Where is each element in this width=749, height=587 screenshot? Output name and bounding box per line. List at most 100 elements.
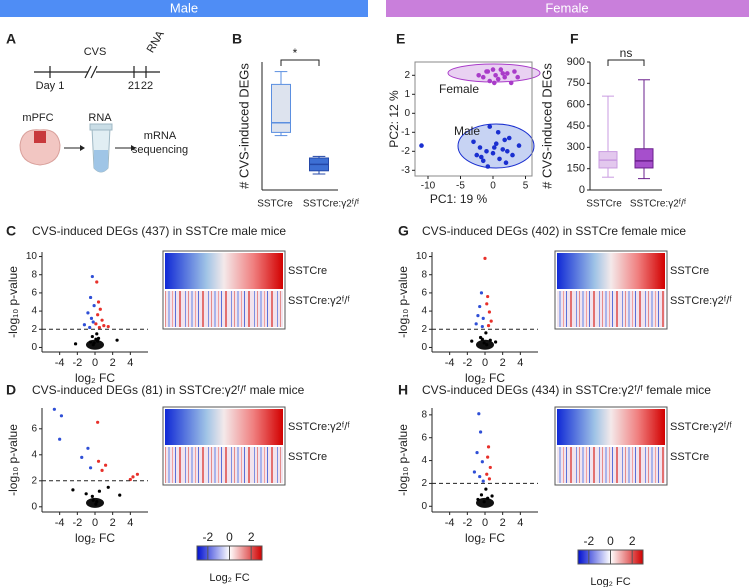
point	[476, 73, 482, 78]
point	[135, 472, 139, 476]
point	[86, 446, 90, 450]
colorbar-tick-label: -2	[202, 530, 213, 544]
point	[503, 160, 509, 165]
point	[474, 152, 480, 158]
y-tick-label: 6	[421, 288, 427, 299]
point	[480, 460, 484, 464]
x-tick-label: -4	[445, 517, 455, 529]
point	[480, 337, 484, 341]
point	[487, 78, 493, 84]
panel-letter: E	[396, 31, 405, 47]
heatmap-row	[165, 409, 283, 445]
heatmap-row-label: SSTCre	[288, 451, 327, 463]
y-tick-label: 0	[421, 342, 427, 353]
point	[88, 325, 92, 330]
x-tick-label: -2	[462, 357, 472, 369]
point	[512, 69, 517, 74]
y-tick-label: 6	[421, 432, 427, 443]
y-tick-label: 0	[31, 342, 37, 353]
x-tick-label: SSTCre	[586, 199, 622, 210]
x-tick-label: -10	[421, 181, 436, 192]
y-tick-label: 450	[567, 120, 585, 132]
arrow-head	[131, 145, 136, 151]
point	[485, 302, 489, 306]
point	[484, 487, 488, 491]
y-axis-label: # CVS-induced DEGs	[539, 63, 554, 189]
significance-bracket	[280, 59, 320, 66]
point	[96, 300, 101, 304]
colorbar-tick-label: 2	[629, 534, 636, 548]
point	[95, 500, 99, 504]
point	[492, 145, 497, 150]
x-tick-label: 2	[500, 357, 506, 369]
x-tick-label: 4	[517, 357, 523, 369]
point	[515, 74, 520, 80]
point	[482, 500, 486, 504]
box	[634, 148, 654, 169]
timeline-label: CVS	[84, 46, 107, 58]
point	[481, 479, 485, 483]
colorbar-tick-label: -2	[583, 534, 594, 548]
point	[502, 74, 508, 80]
point	[485, 343, 489, 347]
x-tick-label: SSTCre	[257, 199, 293, 210]
point	[90, 494, 94, 498]
colorbar-tick-label: 0	[226, 530, 233, 544]
box	[271, 83, 291, 133]
y-tick-label: 0	[579, 184, 585, 196]
point	[88, 466, 93, 470]
colorbar-title: Log₂ FC	[209, 572, 249, 584]
point	[486, 324, 491, 328]
point	[488, 465, 492, 470]
plot-frame	[414, 61, 533, 177]
chart-title: CVS-induced DEGs (437) in SSTCre male mi…	[32, 224, 286, 238]
panel-letter: B	[232, 31, 242, 47]
y-axis-label: -log₁₀ p-value	[396, 424, 410, 496]
y-tick-label: 2	[404, 70, 410, 81]
point	[479, 154, 484, 160]
y-axis-label: PC2: 12 %	[387, 90, 401, 148]
point	[95, 280, 99, 284]
heatmap-row	[557, 291, 665, 327]
y-tick-label: 4	[421, 455, 427, 466]
point	[484, 331, 488, 335]
y-axis-label: -log₁₀ p-value	[6, 424, 20, 496]
colorbar-title: Log₂ FC	[590, 576, 630, 587]
point	[487, 310, 492, 314]
brain-icon	[19, 129, 61, 166]
x-axis-label: log₂ FC	[465, 371, 505, 385]
point	[84, 492, 88, 496]
point	[58, 437, 62, 441]
x-tick-label: -2	[72, 357, 82, 369]
point	[490, 494, 494, 498]
point	[118, 493, 122, 497]
heatmap-row-label: SSTCre:γ2ᶠ/ᶠ	[670, 295, 732, 307]
step-label: sequencing	[132, 144, 188, 156]
point	[498, 67, 504, 72]
point	[506, 135, 512, 141]
point	[480, 324, 484, 329]
y-tick-label: 0	[421, 501, 427, 512]
y-tick-label: 1	[404, 89, 410, 100]
y-tick-label: 2	[31, 324, 37, 335]
point	[505, 71, 510, 76]
point	[490, 67, 496, 72]
timeline-label: RNA	[145, 28, 167, 55]
group-label: Female	[439, 82, 479, 96]
heatmap-row	[557, 447, 665, 483]
x-tick-label: 0	[92, 517, 98, 529]
point	[480, 74, 486, 80]
x-tick-label: -4	[55, 357, 65, 369]
point	[90, 274, 94, 279]
point	[485, 164, 491, 169]
point	[500, 71, 506, 76]
dense-cloud	[476, 339, 494, 350]
heatmap-row	[165, 447, 283, 483]
point	[104, 463, 108, 467]
point	[71, 488, 75, 492]
x-axis-label: log₂ FC	[465, 531, 505, 545]
timeline-label: 22	[141, 80, 153, 92]
point	[497, 156, 502, 162]
point	[471, 139, 476, 145]
heatmap-row-label: SSTCre	[670, 451, 709, 463]
